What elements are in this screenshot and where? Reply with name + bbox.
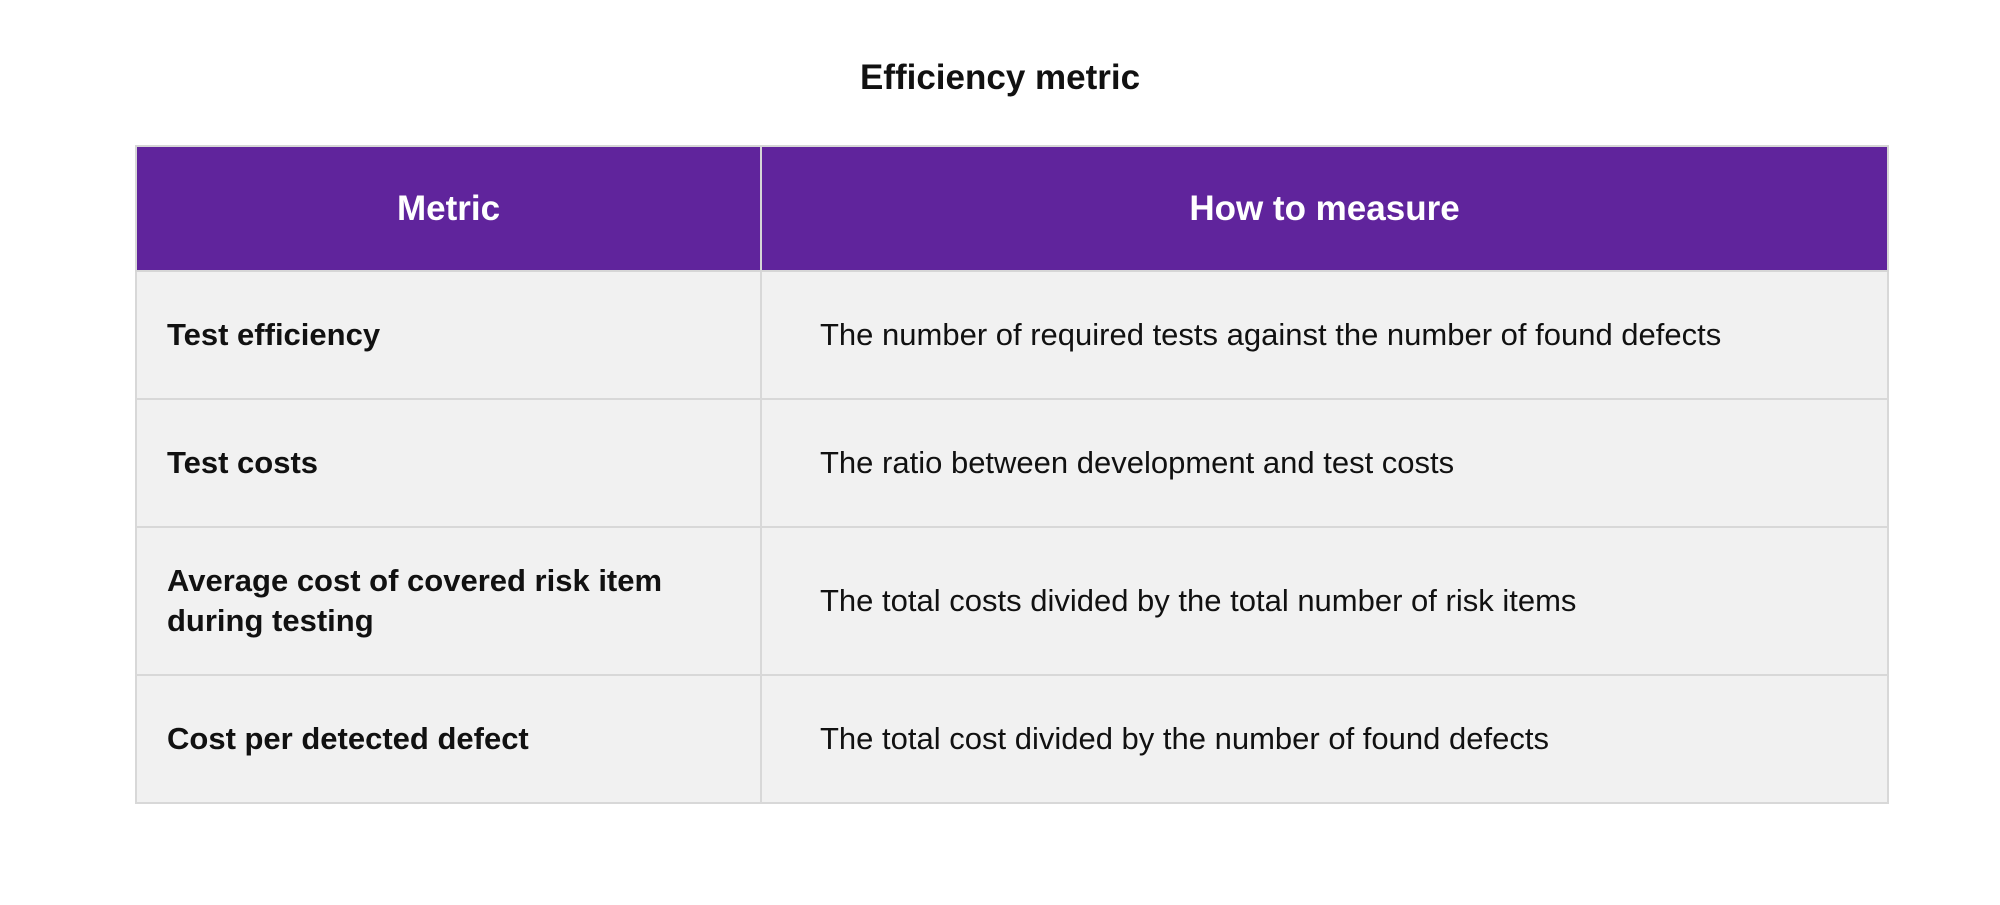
how-to-measure-cell: The total costs divided by the total num… [760,526,1889,676]
metric-cell: Average cost of covered risk item during… [135,526,762,676]
table-header-row: Metric How to measure [135,145,1889,272]
table-row: Test efficiency The number of required t… [135,270,1889,400]
metric-cell: Test costs [135,398,762,528]
how-to-measure-cell: The number of required tests against the… [760,270,1889,400]
column-header-how-to-measure: How to measure [760,145,1889,272]
efficiency-metric-table: Metric How to measure Test efficiency Th… [135,145,1889,804]
how-to-measure-cell: The total cost divided by the number of … [760,674,1889,804]
table-row: Cost per detected defect The total cost … [135,674,1889,804]
table-row: Average cost of covered risk item during… [135,526,1889,676]
how-to-measure-cell: The ratio between development and test c… [760,398,1889,528]
column-header-metric: Metric [135,145,762,272]
metric-cell: Cost per detected defect [135,674,762,804]
table-row: Test costs The ratio between development… [135,398,1889,528]
metric-cell: Test efficiency [135,270,762,400]
page-title: Efficiency metric [859,58,1141,97]
